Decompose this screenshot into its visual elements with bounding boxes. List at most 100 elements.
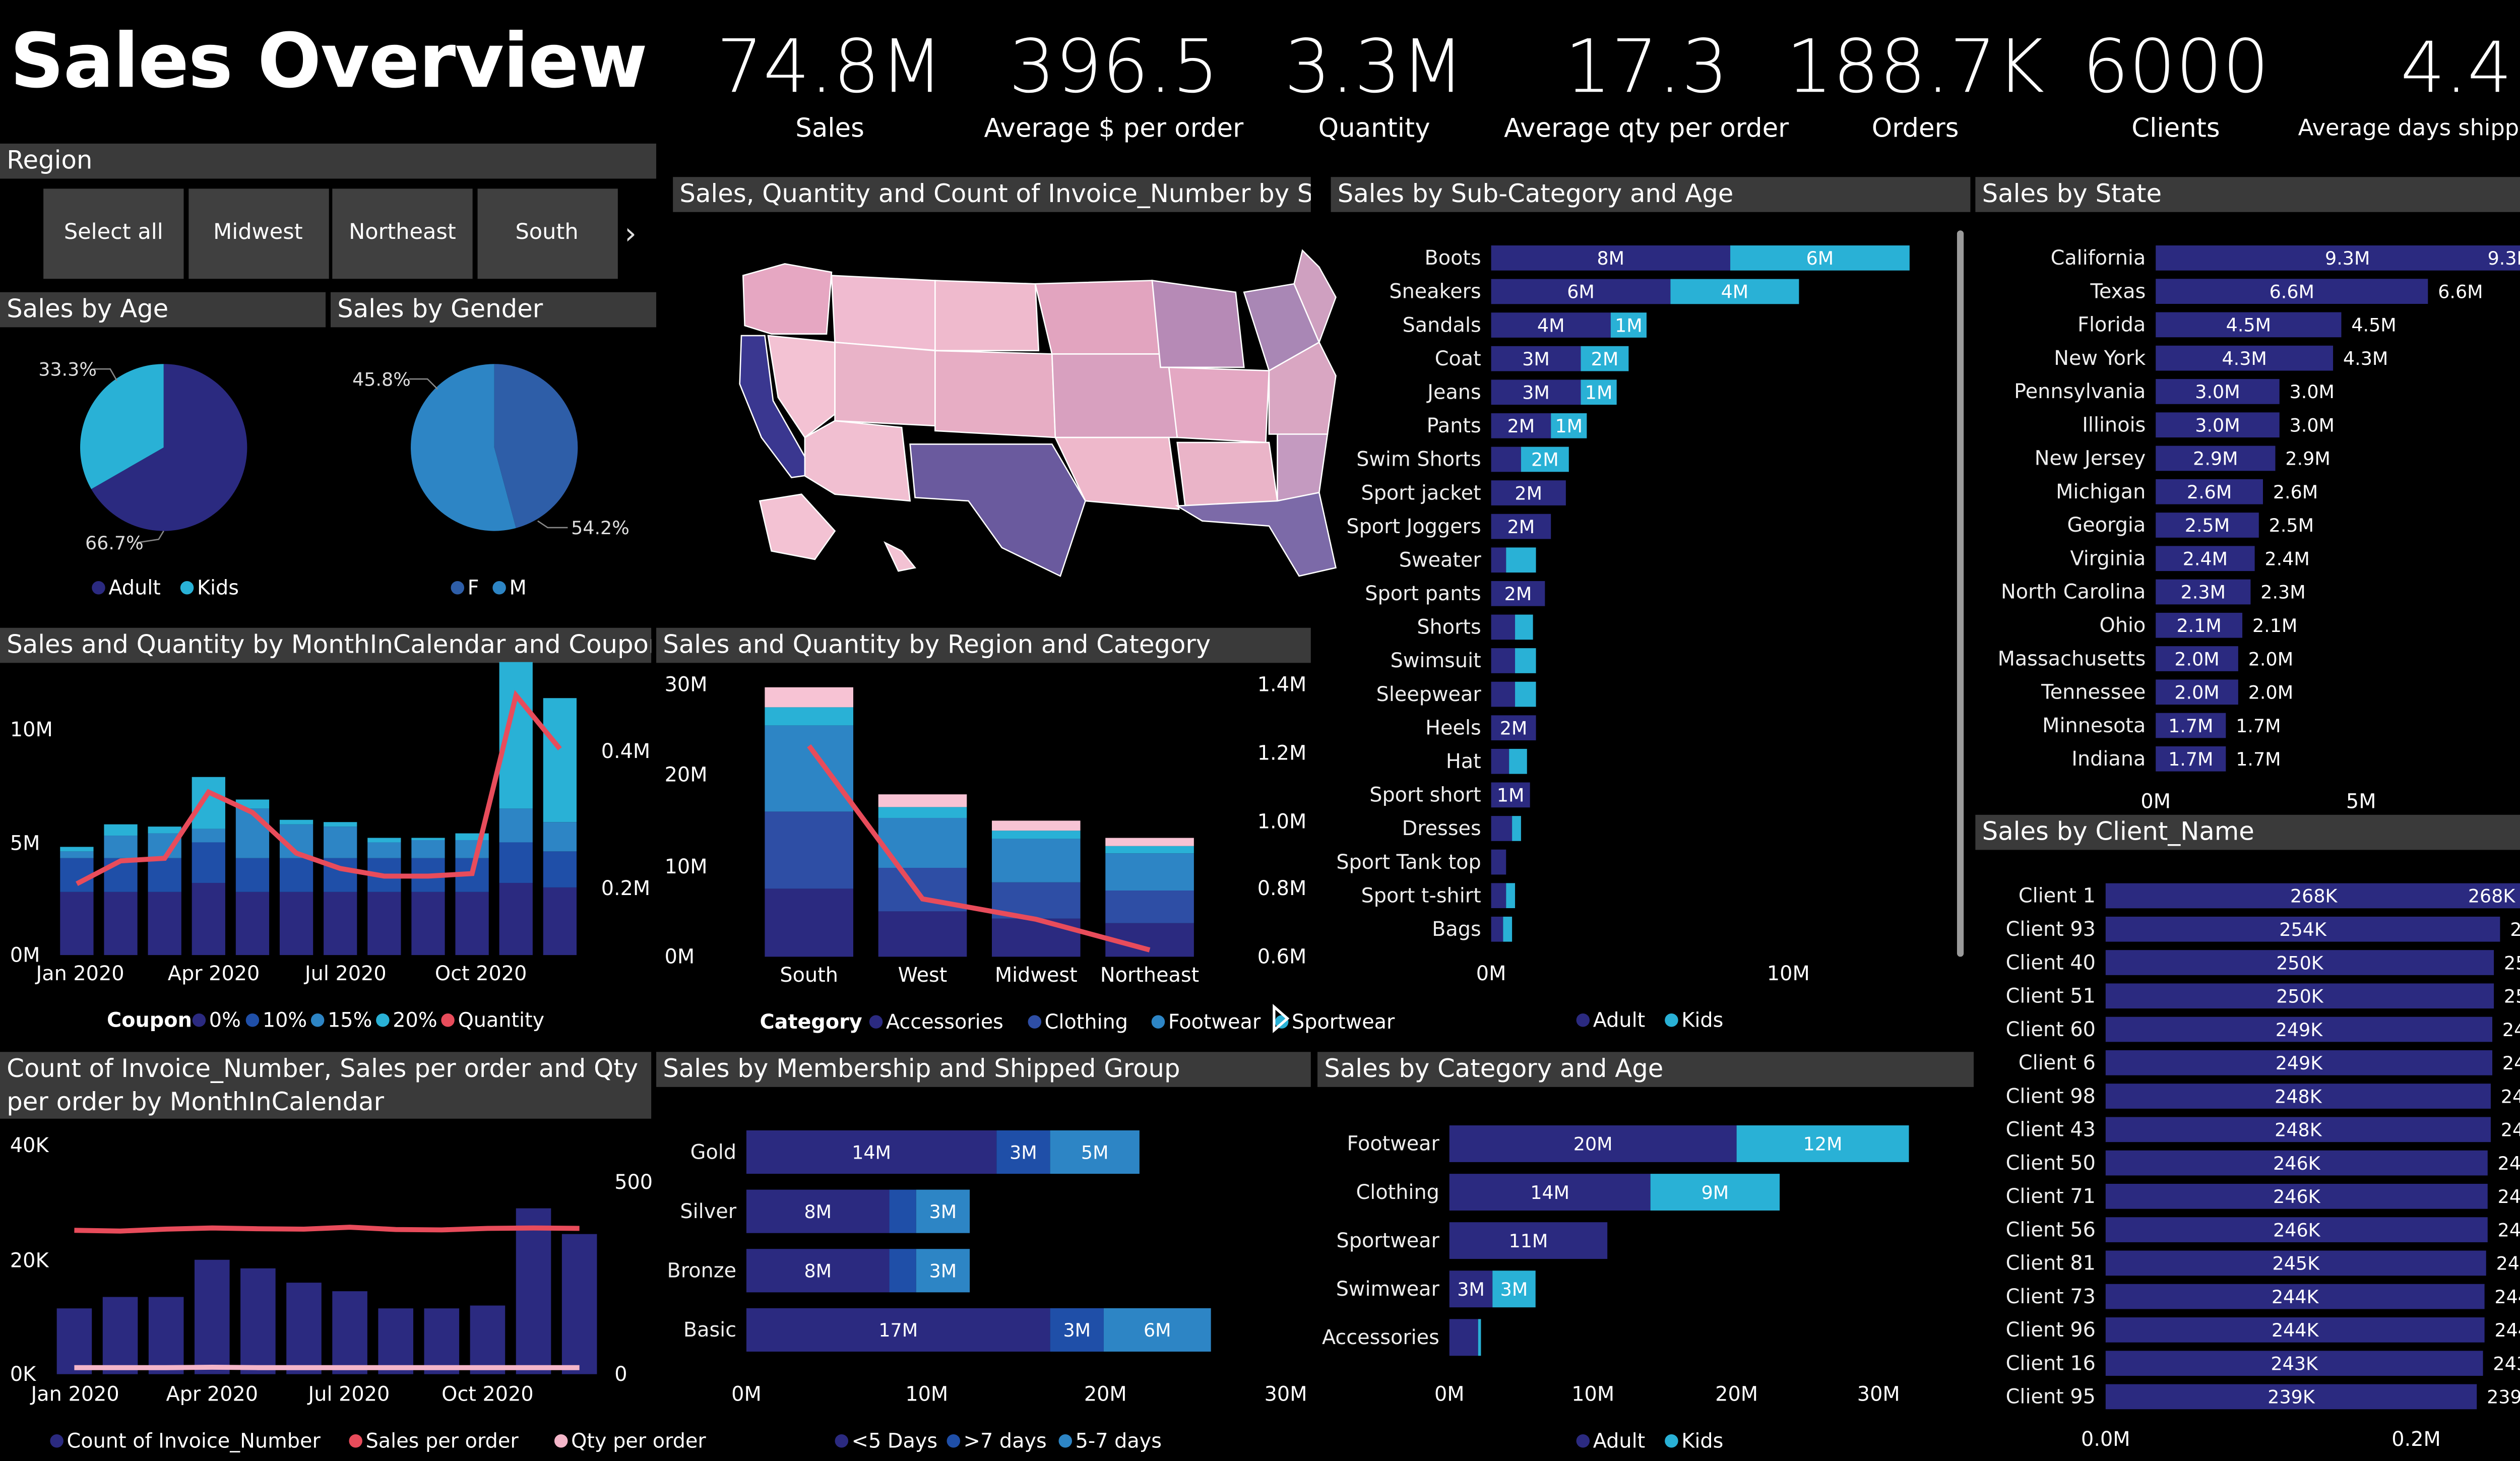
bar — [378, 1308, 413, 1374]
legend-label: 20% — [393, 1009, 437, 1032]
bar-data-label: 2.5M — [2185, 515, 2230, 536]
bar — [1506, 883, 1516, 908]
bar-data-label: 1M — [1497, 785, 1525, 806]
bar — [104, 858, 138, 892]
bar — [991, 820, 1081, 831]
bar — [543, 698, 577, 822]
sales-per-order-line — [74, 1225, 580, 1234]
bar-data-label: 2.6M — [2187, 481, 2232, 503]
kpi-card: 74.8M Sales — [646, 23, 1014, 144]
region-option-northeast[interactable]: Northeast — [332, 188, 473, 279]
bar — [148, 827, 181, 834]
bar — [916, 1249, 970, 1293]
bar — [1515, 614, 1533, 640]
kpi-value: 74.8M — [716, 25, 943, 110]
kpi-label: Average qty per order — [1504, 113, 1789, 144]
bar — [470, 1305, 506, 1374]
bar-data-label: 8M — [804, 1260, 832, 1282]
bar-data-label: 249K — [2502, 1052, 2520, 1074]
y-tick: 20K — [10, 1249, 49, 1273]
category-label: Shorts — [1417, 616, 1481, 639]
bar — [104, 824, 138, 836]
bar-data-label: 4M — [1537, 314, 1565, 336]
bar — [1491, 648, 1516, 673]
chevron-right-icon[interactable]: › — [624, 217, 637, 252]
region-option-south[interactable]: South — [476, 188, 617, 279]
bar — [889, 1249, 916, 1293]
map-state-iowa-missouri — [1051, 353, 1178, 438]
bar — [60, 892, 94, 956]
map-header: Sales, Quantity and Count of Invoice_Num… — [673, 177, 1311, 212]
y-tick: 10M — [665, 855, 708, 878]
x-tick: 0.2M — [2391, 1428, 2441, 1451]
bar — [367, 842, 401, 858]
bar — [2156, 679, 2238, 705]
bar — [1515, 681, 1536, 707]
kpi-label: Clients — [2131, 113, 2220, 144]
x-tick: 30M — [1265, 1383, 1307, 1406]
category-label: Client 16 — [2006, 1352, 2096, 1375]
bar-data-label: 8M — [1597, 247, 1625, 269]
legend-marker — [451, 581, 465, 595]
bar — [2156, 245, 2520, 271]
category-label: Client 71 — [2006, 1185, 2096, 1208]
y-tick: 0M — [10, 943, 40, 967]
subcat-scrollbar[interactable] — [1957, 230, 1964, 957]
category-label: Gold — [690, 1140, 736, 1164]
x-tick: 5M — [2346, 790, 2376, 813]
category-label: Bronze — [667, 1259, 736, 1283]
bar-data-label: 2.4M — [2264, 548, 2309, 569]
pie-data-label: 33.3% — [38, 358, 97, 380]
map-state-michigan-illinois — [1151, 280, 1245, 368]
bar — [1509, 748, 1527, 774]
bar — [1491, 447, 1521, 472]
category-label: Sweater — [1399, 548, 1482, 571]
y-tick: 5M — [10, 832, 40, 855]
x-tick: Jul 2020 — [303, 962, 387, 985]
bar — [192, 842, 225, 883]
bar — [878, 794, 967, 807]
bar-data-label: 249K — [2502, 1019, 2520, 1041]
bar — [1050, 1308, 1104, 1352]
bar — [765, 725, 853, 812]
usa-map — [739, 249, 1337, 577]
bar — [1449, 1125, 1737, 1162]
bar — [499, 882, 533, 956]
bar — [2105, 1384, 2477, 1410]
bar — [746, 1308, 1050, 1352]
bar — [2105, 883, 2520, 909]
bar — [1491, 245, 1731, 271]
region-option-select-all[interactable]: Select all — [43, 188, 184, 279]
category-label: Silver — [680, 1200, 736, 1223]
bar-data-label: 244K — [2272, 1319, 2319, 1341]
bar-data-label: 4M — [1721, 281, 1749, 303]
kpi-value: 17.3 — [1564, 25, 1729, 110]
bar-data-label: 3M — [1010, 1141, 1037, 1163]
bar — [543, 822, 577, 852]
bar-data-label: 2.9M — [2193, 448, 2238, 470]
bar-data-label: 1.7M — [2168, 748, 2213, 770]
legend-marker — [1151, 1015, 1165, 1029]
bar — [411, 840, 445, 858]
bar-data-label: 249K — [2276, 1052, 2323, 1074]
map-state-minnesota-wisconsin — [1034, 280, 1162, 355]
legend-label: <5 Days — [852, 1429, 937, 1452]
legend-label: F — [468, 576, 479, 599]
bar-data-label: 248K — [2275, 1086, 2322, 1107]
bar — [2105, 1284, 2485, 1309]
bar-data-label: 2.6M — [2273, 481, 2318, 503]
bar — [2105, 983, 2494, 1009]
pie-slice-kids — [80, 364, 164, 489]
bar — [765, 707, 853, 726]
map-state-oregon-washington — [742, 263, 833, 335]
kpi-card: 3.3M Quantity — [1190, 23, 1558, 144]
bar — [104, 836, 138, 858]
bar — [1491, 514, 1551, 539]
bar — [1506, 547, 1536, 573]
bar — [1449, 1271, 1493, 1308]
bar — [1670, 279, 1799, 304]
bar — [235, 858, 270, 892]
category-label: Virginia — [2070, 547, 2146, 570]
bar-data-label: 3M — [929, 1201, 957, 1223]
region-option-midwest[interactable]: Midwest — [187, 188, 329, 279]
